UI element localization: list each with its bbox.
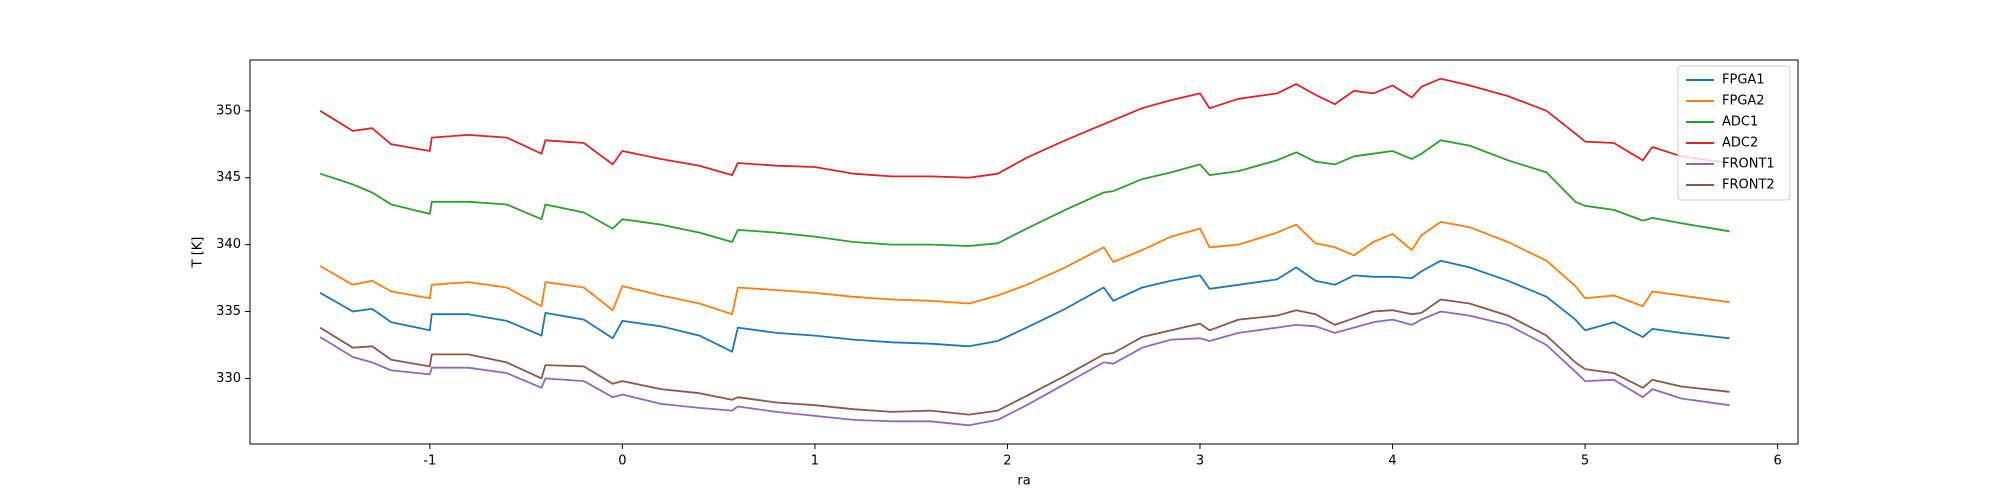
x-tick-label: 3 — [1196, 454, 1204, 469]
legend: FPGA1 FPGA2 ADC1 ADC2 FRONT1 FRONT2 — [1677, 65, 1791, 201]
series-line — [319, 139, 1730, 247]
plot-frame — [249, 59, 1799, 445]
y-axis-label: T [K] — [191, 237, 206, 269]
y-tick-label: 330 — [216, 371, 241, 386]
y-tick-label: 350 — [216, 103, 241, 118]
x-tick-label: 1 — [811, 454, 819, 469]
legend-label: ADC2 — [1722, 136, 1758, 151]
x-tick-label: -1 — [423, 454, 436, 469]
x-tick-label: 2 — [1003, 454, 1011, 469]
series-line — [319, 77, 1730, 179]
series-line — [319, 259, 1730, 353]
y-tick-label: 345 — [216, 170, 241, 185]
legend-label: ADC1 — [1722, 115, 1758, 130]
x-tick-label: 4 — [1388, 454, 1396, 469]
legend-label: FRONT1 — [1722, 157, 1775, 172]
y-tick-label: 335 — [216, 304, 241, 319]
legend-box — [1677, 65, 1791, 201]
x-tick-label: 6 — [1773, 454, 1781, 469]
series-line — [319, 298, 1730, 416]
legend-label: FPGA2 — [1722, 94, 1765, 109]
series-line — [319, 310, 1730, 427]
x-tick-label: 0 — [618, 454, 626, 469]
x-axis-label: ra — [1017, 474, 1030, 489]
legend-label: FRONT2 — [1722, 178, 1775, 193]
x-tick-label: 5 — [1581, 454, 1589, 469]
legend-label: FPGA1 — [1722, 73, 1765, 88]
y-tick-label: 340 — [216, 237, 241, 252]
series-line — [319, 221, 1730, 316]
